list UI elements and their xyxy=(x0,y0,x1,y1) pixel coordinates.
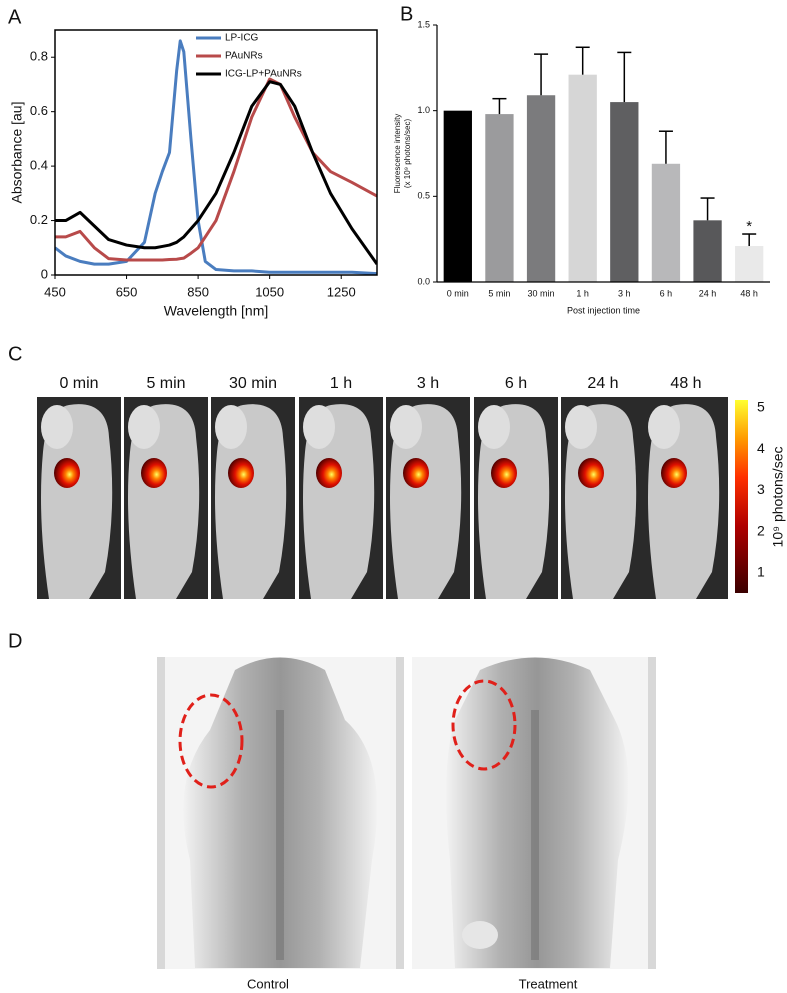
y-tick-label: 0.0 xyxy=(417,276,430,286)
mouse-head xyxy=(648,405,680,449)
x-tick-label: 30 min xyxy=(528,288,555,298)
colorbar-tick-label: 3 xyxy=(757,481,765,497)
mouse-body xyxy=(41,404,113,599)
y-axis-label: Absorbance [au] xyxy=(9,102,25,204)
colorbar xyxy=(735,400,748,593)
fluorescence xyxy=(578,458,604,488)
colorbar-tick-label: 2 xyxy=(757,522,765,538)
x-tick-label: 1250 xyxy=(327,284,356,299)
bar xyxy=(651,163,681,282)
time-label: 6 h xyxy=(505,375,527,392)
x-axis-label: Wavelength [nm] xyxy=(164,303,269,319)
fluorescence xyxy=(661,458,687,488)
bar xyxy=(443,110,472,283)
mouse-image xyxy=(561,397,645,599)
mouse-head xyxy=(390,405,422,449)
mouse-image xyxy=(644,397,728,599)
y-tick-label: 0 xyxy=(41,266,48,281)
y-tick-label: 0.2 xyxy=(30,212,48,227)
bar xyxy=(735,246,764,282)
y-tick-label: 0.6 xyxy=(30,103,48,118)
mouse-body xyxy=(303,404,375,599)
y-axis-label: (x 10⁹ photons/sec) xyxy=(403,119,412,189)
x-tick-label: 1 h xyxy=(576,288,589,298)
series-line xyxy=(55,80,377,265)
mouse-body xyxy=(128,404,200,599)
x-tick-label: 650 xyxy=(116,284,138,299)
colorbar-label: 10⁹ photons/sec xyxy=(770,447,786,548)
mouse-head xyxy=(478,405,510,449)
x-tick-label: 3 h xyxy=(618,288,631,298)
mouse-head xyxy=(215,405,247,449)
mouse-image xyxy=(124,397,208,599)
mouse-image xyxy=(386,397,470,599)
bar xyxy=(526,95,556,282)
annotation: * xyxy=(746,218,752,235)
time-label: 5 min xyxy=(146,375,185,392)
mouse-body xyxy=(390,404,462,599)
x-tick-label: 850 xyxy=(187,284,209,299)
y-tick-label: 0.8 xyxy=(30,49,48,64)
time-label: 24 h xyxy=(587,375,618,392)
mouse-body xyxy=(215,404,287,599)
legend-label: LP-ICG xyxy=(225,33,259,44)
xray-images xyxy=(157,657,656,969)
mouse-head xyxy=(565,405,597,449)
mouse-head xyxy=(128,405,160,449)
fluorescence xyxy=(316,458,342,488)
mouse-image xyxy=(211,397,295,599)
y-tick-label: 1.0 xyxy=(417,105,430,115)
y-tick-label: 1.5 xyxy=(417,19,430,29)
x-tick-label: 6 h xyxy=(660,288,673,298)
time-label: 0 min xyxy=(59,375,98,392)
image-label: Treatment xyxy=(519,976,578,991)
colorbar-tick-label: 1 xyxy=(757,564,765,580)
time-label: 1 h xyxy=(330,375,352,392)
mouse-body xyxy=(648,404,720,599)
panel-letter: B xyxy=(400,3,413,25)
image-label: Control xyxy=(247,976,289,991)
colorbar-tick-label: 4 xyxy=(757,440,765,456)
time-label: 48 h xyxy=(670,375,701,392)
panel-letter: C xyxy=(8,343,22,365)
mouse-image xyxy=(37,397,121,599)
time-label: 3 h xyxy=(417,375,439,392)
mouse-body xyxy=(478,404,550,599)
mouse-image xyxy=(474,397,558,599)
mouse-image xyxy=(299,397,383,599)
x-tick-label: 24 h xyxy=(699,288,717,298)
mouse-body xyxy=(565,404,637,599)
y-tick-label: 0.5 xyxy=(417,191,430,201)
time-label: 30 min xyxy=(229,375,277,392)
fluorescence xyxy=(403,458,429,488)
fluorescence xyxy=(141,458,167,488)
fluorescence xyxy=(54,458,80,488)
x-tick-label: 450 xyxy=(44,284,66,299)
legend-label: PAuNRs xyxy=(225,51,263,62)
bar xyxy=(568,74,597,282)
bar xyxy=(485,114,514,283)
y-axis-label: Fluorescence intensity xyxy=(393,114,402,194)
fluorescence xyxy=(228,458,254,488)
colorbar-tick-label: 5 xyxy=(757,399,765,415)
legend-label: ICG-LP+PAuNRs xyxy=(225,69,302,80)
series-line xyxy=(55,39,377,275)
mouse-head xyxy=(303,405,335,449)
fluorescence xyxy=(491,458,517,488)
bar xyxy=(610,102,639,282)
mouse-head xyxy=(41,405,73,449)
bar xyxy=(693,220,722,282)
x-tick-label: 1050 xyxy=(255,284,284,299)
x-axis-label: Post injection time xyxy=(567,305,640,315)
panel-letter: A xyxy=(8,6,22,28)
panel-letter: D xyxy=(8,630,22,652)
axes-frame xyxy=(54,29,378,276)
series-line xyxy=(55,77,377,262)
x-tick-label: 5 min xyxy=(488,288,510,298)
x-tick-label: 0 min xyxy=(447,288,469,298)
y-tick-label: 0.4 xyxy=(30,158,48,173)
x-tick-label: 48 h xyxy=(740,288,758,298)
